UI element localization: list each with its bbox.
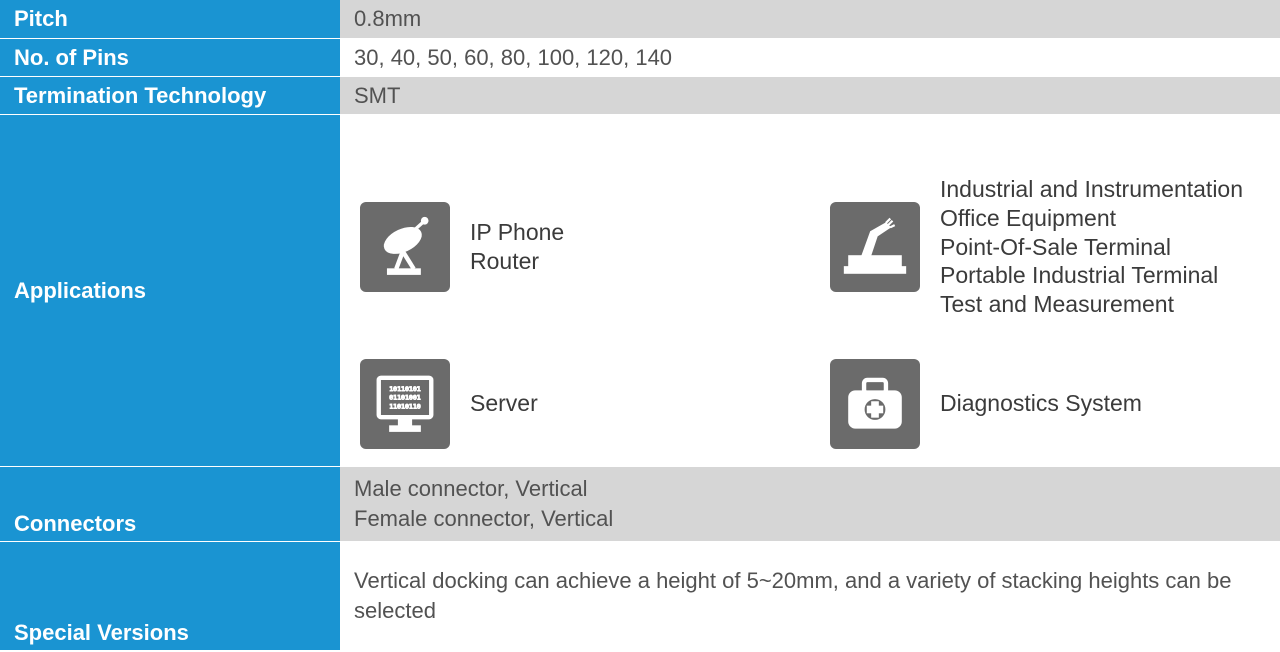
value-special: Vertical docking can achieve a height of… [340, 541, 1280, 650]
server-monitor-icon: 10110101 01101001 11010110 [360, 359, 450, 449]
app-item-diagnostics: Diagnostics System [830, 359, 1260, 449]
label-special: Special Versions [0, 541, 340, 650]
label-pitch: Pitch [0, 0, 340, 38]
app-text-ipphone: IP PhoneRouter [470, 218, 564, 276]
row-pins: No. of Pins 30, 40, 50, 60, 80, 100, 120… [0, 38, 1280, 76]
app-text-server: Server [470, 389, 538, 418]
app-text-diagnostics: Diagnostics System [940, 389, 1142, 418]
row-connectors: Connectors Male connector, Vertical Fema… [0, 466, 1280, 541]
medical-case-icon [830, 359, 920, 449]
value-pitch: 0.8mm [340, 0, 1280, 38]
app-item-industrial: Industrial and InstrumentationOffice Equ… [830, 175, 1260, 319]
label-pins: No. of Pins [0, 38, 340, 76]
value-pins: 30, 40, 50, 60, 80, 100, 120, 140 [340, 38, 1280, 76]
svg-text:11010110: 11010110 [389, 402, 421, 410]
row-termination: Termination Technology SMT [0, 76, 1280, 114]
svg-text:01101001: 01101001 [389, 393, 421, 401]
row-special: Special Versions Vertical docking can ac… [0, 541, 1280, 650]
app-item-server: 10110101 01101001 11010110 Server [360, 359, 790, 449]
row-applications: Applications IP PhoneRouter [0, 114, 1280, 466]
label-termination: Termination Technology [0, 76, 340, 114]
value-termination: SMT [340, 76, 1280, 114]
app-item-ipphone: IP PhoneRouter [360, 202, 790, 292]
connectors-line1: Male connector, Vertical [354, 474, 613, 504]
label-applications: Applications [0, 114, 340, 466]
connectors-line2: Female connector, Vertical [354, 504, 613, 534]
svg-text:10110101: 10110101 [389, 385, 421, 393]
app-text-industrial: Industrial and InstrumentationOffice Equ… [940, 175, 1243, 319]
label-connectors: Connectors [0, 466, 340, 541]
value-connectors: Male connector, Vertical Female connecto… [340, 466, 1280, 541]
row-pitch: Pitch 0.8mm [0, 0, 1280, 38]
spec-table: Pitch 0.8mm No. of Pins 30, 40, 50, 60, … [0, 0, 1280, 650]
special-text: Vertical docking can achieve a height of… [354, 566, 1266, 625]
satellite-dish-icon [360, 202, 450, 292]
robot-arm-icon [830, 202, 920, 292]
value-applications: IP PhoneRouter Industrial and Instrument… [340, 114, 1280, 466]
